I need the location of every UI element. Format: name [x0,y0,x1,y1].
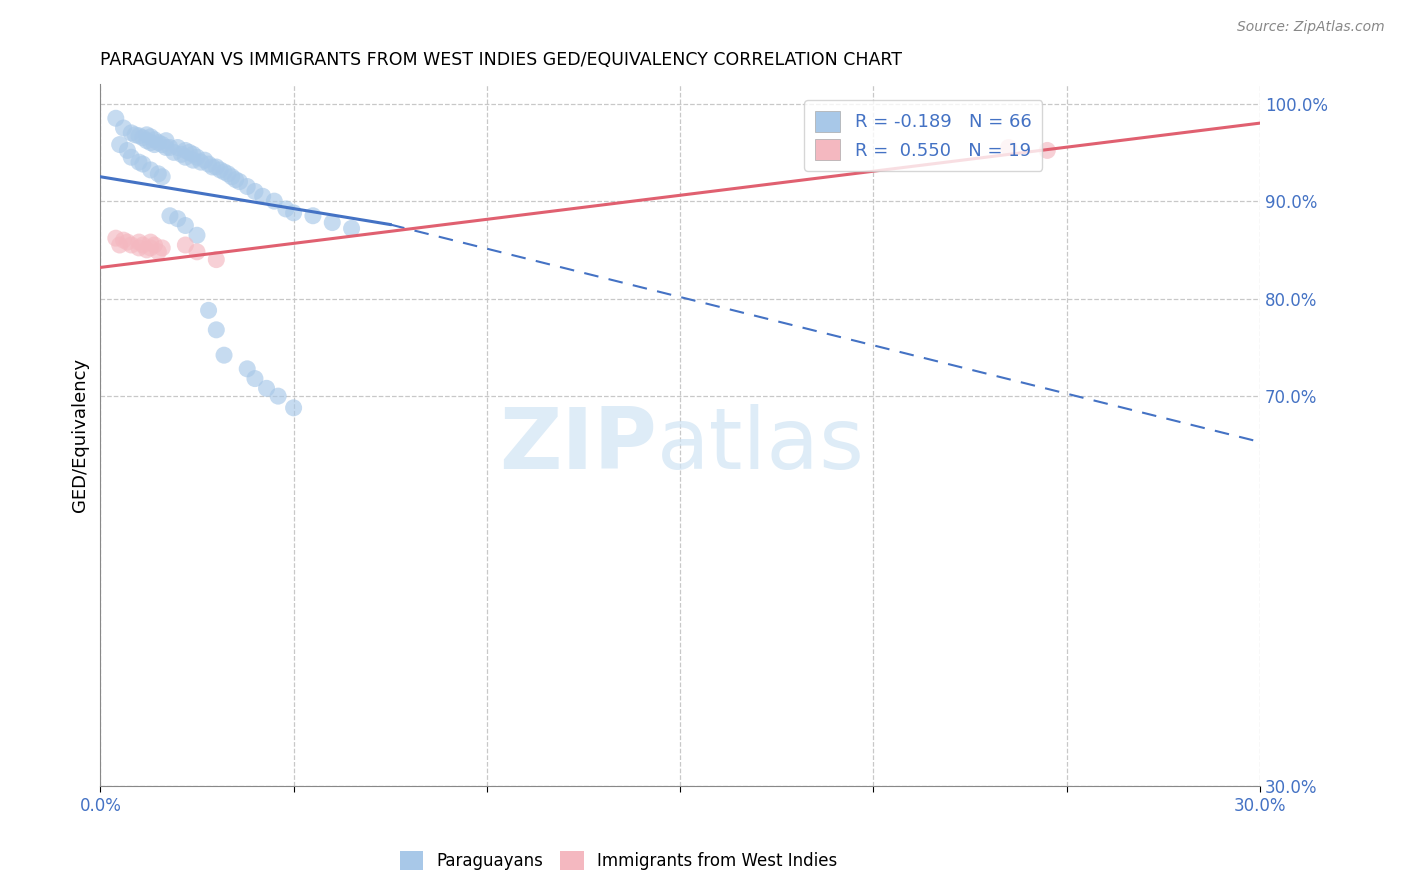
Text: Source: ZipAtlas.com: Source: ZipAtlas.com [1237,20,1385,34]
Point [243,185,266,199]
Point [256,381,278,395]
Point [170,147,193,161]
Point [128,128,150,143]
Point [321,216,343,230]
Y-axis label: GED/Equivalency: GED/Equivalency [72,358,89,512]
Point [139,136,162,150]
Point [186,150,208,164]
Point [205,160,228,174]
Point [181,153,204,168]
Point [174,144,197,158]
Point [108,137,131,152]
Point [112,120,135,135]
Point [120,238,142,252]
Point [179,145,201,160]
Point [132,157,155,171]
Point [124,128,146,142]
Point [243,371,266,385]
Point [236,179,259,194]
Point [197,303,219,318]
Point [274,202,297,216]
Point [120,126,142,140]
Point [108,238,131,252]
Point [236,361,259,376]
Point [205,252,228,267]
Point [205,323,228,337]
Point [139,235,162,249]
Point [209,163,232,178]
Point [252,189,274,203]
Point [302,209,325,223]
Point [212,165,235,179]
Legend: Paraguayans, Immigrants from West Indies: Paraguayans, Immigrants from West Indies [394,844,844,877]
Point [104,231,127,245]
Point [997,140,1019,154]
Point [139,129,162,144]
Point [181,147,204,161]
Point [150,169,173,184]
Point [148,244,170,259]
Point [159,140,181,154]
Point [150,241,173,255]
Point [174,238,197,252]
Point [217,167,239,181]
Point [194,153,217,168]
Point [155,140,177,154]
Point [221,169,243,184]
Point [174,150,197,164]
Point [197,157,219,171]
Point [135,243,157,257]
Point [283,401,305,415]
Point [128,241,150,255]
Point [128,155,150,169]
Point [139,241,162,255]
Point [1036,144,1059,158]
Point [135,134,157,148]
Point [143,238,166,252]
Point [120,150,142,164]
Text: PARAGUAYAN VS IMMIGRANTS FROM WEST INDIES GED/EQUIVALENCY CORRELATION CHART: PARAGUAYAN VS IMMIGRANTS FROM WEST INDIE… [100,51,903,69]
Point [132,130,155,145]
Point [117,144,139,158]
Point [190,155,212,169]
Point [150,137,173,152]
Point [212,348,235,362]
Text: atlas: atlas [657,404,865,487]
Point [201,160,224,174]
Point [174,219,197,233]
Point [159,209,181,223]
Text: ZIP: ZIP [499,404,657,487]
Point [135,128,157,142]
Point [143,133,166,147]
Point [186,228,208,243]
Point [128,235,150,249]
Point [148,136,170,150]
Point [148,167,170,181]
Point [283,206,305,220]
Point [139,163,162,178]
Point [340,221,363,235]
Point [112,233,135,247]
Point [155,134,177,148]
Point [267,389,290,403]
Point [225,172,247,186]
Point [166,211,188,226]
Point [163,145,186,160]
Point [104,112,127,126]
Point [186,244,208,259]
Point [117,235,139,249]
Point [263,194,285,208]
Point [228,175,250,189]
Legend: R = -0.189   N = 66, R =  0.550   N = 19: R = -0.189 N = 66, R = 0.550 N = 19 [804,100,1042,170]
Point [166,140,188,154]
Point [132,238,155,252]
Point [143,137,166,152]
